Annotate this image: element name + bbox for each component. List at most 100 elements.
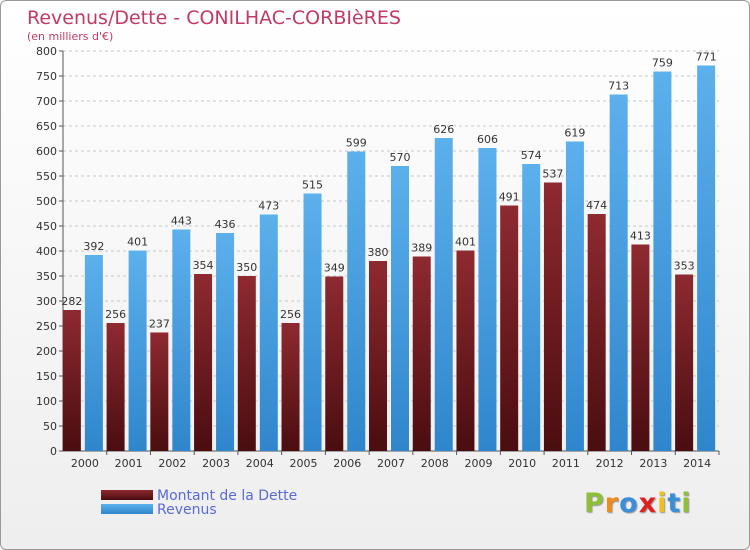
revenue-bar bbox=[172, 229, 191, 451]
chart-subtitle: (en milliers d'€) bbox=[27, 30, 114, 43]
debt-value-label: 474 bbox=[586, 199, 607, 212]
label-layer: 282 392 256 401 237 443 354 436 350 473 256 515 349 5… bbox=[61, 51, 716, 331]
proxiti-logo: Proxiti bbox=[584, 488, 692, 519]
logo-letter: P bbox=[584, 488, 605, 519]
logo-letter: i bbox=[657, 488, 668, 519]
revenue-value-label: 473 bbox=[258, 200, 279, 213]
x-tick-label: 2002 bbox=[158, 457, 186, 470]
revenue-bar bbox=[128, 250, 147, 451]
revenue-value-label: 713 bbox=[608, 80, 629, 93]
debt-bar bbox=[543, 182, 562, 451]
x-tick-label: 2003 bbox=[202, 457, 230, 470]
debt-bar bbox=[237, 276, 256, 451]
revenue-bar bbox=[391, 166, 409, 451]
debt-bar bbox=[325, 276, 344, 451]
debt-bar bbox=[194, 274, 213, 451]
revenue-value-label: 759 bbox=[652, 57, 673, 70]
debt-bar bbox=[106, 323, 125, 451]
revenue-value-label: 626 bbox=[433, 123, 454, 136]
debt-value-label: 380 bbox=[368, 246, 389, 259]
x-tick-label: 2001 bbox=[115, 457, 143, 470]
debt-bar bbox=[62, 310, 81, 451]
revenue-value-label: 515 bbox=[302, 179, 323, 192]
legend-swatch-debt bbox=[101, 490, 153, 500]
y-tick-label: 450 bbox=[36, 220, 57, 233]
revenue-value-label: 574 bbox=[521, 149, 542, 162]
revenue-bar bbox=[565, 141, 584, 451]
debt-bar bbox=[500, 205, 519, 451]
logo-letter: r bbox=[604, 488, 620, 519]
revenue-bar bbox=[84, 255, 103, 451]
x-tick-label: 2009 bbox=[464, 457, 492, 470]
revenue-bar bbox=[522, 164, 541, 451]
debt-value-label: 237 bbox=[149, 318, 170, 331]
logo-letter: i bbox=[681, 488, 692, 519]
revenue-bar bbox=[216, 233, 235, 451]
debt-value-label: 537 bbox=[542, 168, 563, 181]
legend-label-debt: Montant de la Dette bbox=[157, 488, 297, 504]
bar-layer bbox=[62, 65, 716, 451]
logo-letter: x bbox=[638, 488, 658, 519]
x-tick-label: 2004 bbox=[246, 457, 274, 470]
x-tick-label: 2000 bbox=[71, 457, 99, 470]
revenue-value-label: 606 bbox=[477, 133, 498, 146]
debt-bar bbox=[631, 244, 650, 451]
y-tick-label: 200 bbox=[36, 345, 57, 358]
debt-value-label: 491 bbox=[499, 191, 520, 204]
y-tick-label: 700 bbox=[36, 95, 57, 108]
debt-bar bbox=[456, 250, 475, 451]
debt-value-label: 413 bbox=[630, 230, 651, 243]
y-tick-label: 150 bbox=[36, 370, 57, 383]
debt-value-label: 256 bbox=[105, 308, 126, 321]
debt-value-label: 401 bbox=[455, 236, 476, 249]
revenue-value-label: 599 bbox=[346, 137, 367, 150]
revenue-bar bbox=[653, 71, 672, 451]
chart-title: Revenus/Dette - CONILHAC-CORBIèRES bbox=[27, 7, 401, 29]
x-tick-label: 2014 bbox=[683, 457, 711, 470]
revenue-value-label: 392 bbox=[83, 240, 104, 253]
revenue-bar bbox=[609, 94, 628, 451]
debt-value-label: 256 bbox=[280, 308, 301, 321]
debt-bar bbox=[675, 274, 694, 451]
revenue-bar bbox=[303, 193, 322, 451]
debt-bar bbox=[281, 323, 300, 451]
debt-value-label: 389 bbox=[411, 242, 432, 255]
x-tick-label: 2010 bbox=[508, 457, 536, 470]
debt-value-label: 353 bbox=[674, 260, 695, 273]
y-tick-label: 800 bbox=[36, 45, 57, 58]
y-tick-label: 650 bbox=[36, 120, 57, 133]
revenue-value-label: 443 bbox=[171, 215, 192, 228]
revenue-value-label: 436 bbox=[215, 218, 236, 231]
logo-letter: t bbox=[667, 488, 682, 519]
x-tick-label: 2013 bbox=[639, 457, 667, 470]
revenue-value-label: 771 bbox=[696, 51, 717, 64]
x-tick-label: 2011 bbox=[552, 457, 580, 470]
y-tick-label: 500 bbox=[36, 195, 57, 208]
debt-bar bbox=[412, 256, 431, 451]
y-tick-label: 250 bbox=[36, 320, 57, 333]
revenue-bar bbox=[259, 214, 278, 451]
x-tick-label: 2005 bbox=[290, 457, 318, 470]
revenue-value-label: 570 bbox=[390, 151, 411, 164]
revenue-bar bbox=[697, 65, 716, 451]
debt-value-label: 350 bbox=[236, 261, 257, 274]
y-tick-label: 300 bbox=[36, 295, 57, 308]
x-tick-label: 2008 bbox=[421, 457, 449, 470]
revenue-value-label: 619 bbox=[564, 127, 585, 140]
y-tick-label: 750 bbox=[36, 70, 57, 83]
legend-swatch-revenue bbox=[101, 504, 153, 514]
logo-letter: o bbox=[619, 488, 639, 519]
x-tick-label: 2006 bbox=[333, 457, 361, 470]
revenue-bar bbox=[434, 138, 453, 451]
y-tick-label: 100 bbox=[36, 395, 57, 408]
debt-bar bbox=[587, 214, 606, 451]
debt-bar bbox=[369, 261, 387, 451]
debt-value-label: 354 bbox=[193, 259, 214, 272]
revenue-bar bbox=[478, 148, 497, 451]
debt-bar bbox=[150, 332, 169, 451]
y-tick-label: 400 bbox=[36, 245, 57, 258]
debt-value-label: 282 bbox=[61, 295, 82, 308]
